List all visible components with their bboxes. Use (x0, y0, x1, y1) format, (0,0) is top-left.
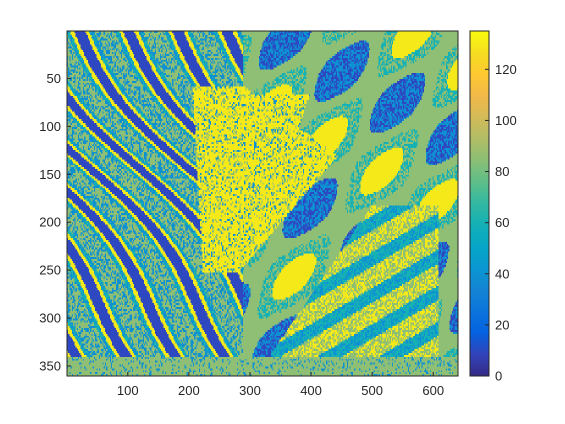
y-tick-label: 150 (39, 167, 61, 182)
x-tick-label: 600 (422, 383, 444, 398)
heatmap-raster (67, 31, 458, 376)
heatmap-image (67, 31, 458, 376)
x-tick-label: 400 (300, 383, 322, 398)
colorbar-tick-label: 40 (495, 266, 509, 281)
colorbar-tick-label: 60 (495, 215, 509, 230)
colorbar-gradient (470, 31, 489, 376)
colorbar-tick-label: 20 (495, 317, 509, 332)
y-tick-label: 50 (47, 71, 61, 86)
colorbar-ticks: 0 20 40 60 80 100 120 (485, 62, 517, 384)
colorbar-box (469, 30, 490, 377)
x-tick-label: 200 (178, 383, 200, 398)
colorbar-tick-label: 0 (495, 369, 502, 384)
y-axis: 50 100 150 200 250 300 350 (39, 71, 71, 373)
x-axis: 100 200 300 400 500 600 (117, 372, 444, 398)
colorbar: 0 20 40 60 80 100 120 (469, 30, 517, 384)
y-tick-label: 350 (39, 358, 61, 373)
colorbar-tick-label: 80 (495, 164, 509, 179)
y-tick-label: 200 (39, 215, 61, 230)
colorbar-tick-label: 100 (495, 113, 517, 128)
axes-box (66, 30, 459, 377)
x-tick-label: 300 (239, 383, 261, 398)
colorbar-tick-label: 120 (495, 62, 517, 77)
y-tick-label: 100 (39, 119, 61, 134)
x-tick-label: 100 (117, 383, 139, 398)
y-tick-label: 250 (39, 263, 61, 278)
y-tick-label: 300 (39, 311, 61, 326)
x-tick-label: 500 (361, 383, 383, 398)
